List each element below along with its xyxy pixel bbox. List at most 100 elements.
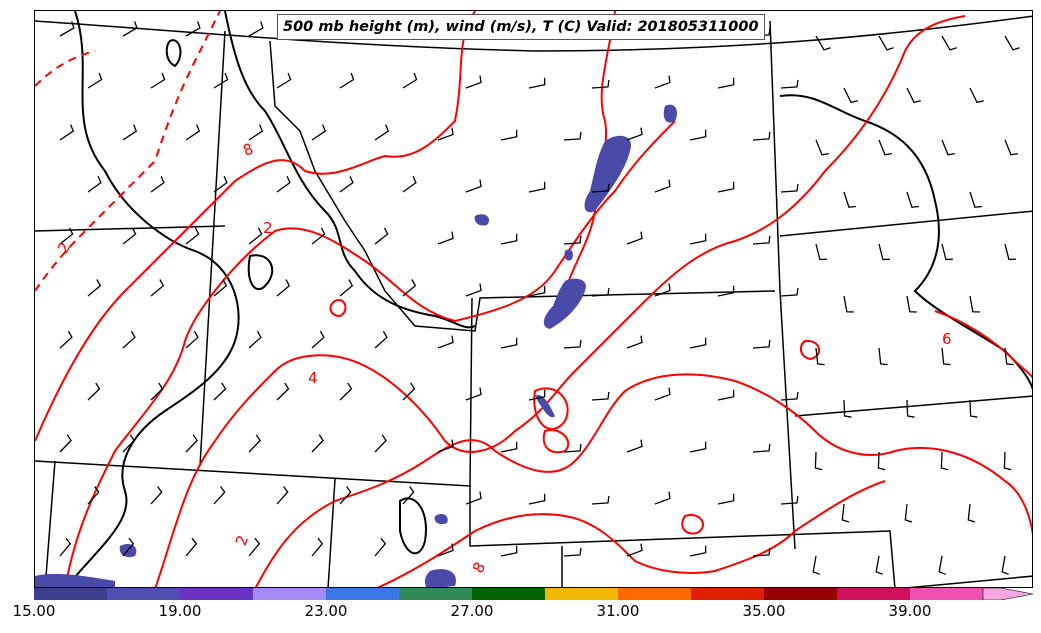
- wind-barb: [59, 434, 72, 453]
- wind-barb: [276, 486, 289, 505]
- wind-barb: [311, 227, 326, 245]
- colorbar: [34, 588, 1034, 600]
- border-vertical-2: [269, 40, 776, 332]
- wind-barb: [875, 555, 883, 575]
- wind-barb: [689, 441, 707, 453]
- wind-barb: [591, 287, 610, 297]
- wind-barb: [938, 555, 946, 575]
- wind-barb: [339, 72, 355, 89]
- wind-barb: [122, 227, 137, 245]
- wind-barb: [59, 124, 75, 141]
- wind-barb: [969, 399, 978, 418]
- wind-barb: [465, 179, 482, 193]
- wind-barb: [626, 127, 643, 141]
- colorbar-cell: [618, 588, 691, 600]
- wind-barb: [906, 295, 917, 313]
- precip-blob-5: [535, 395, 555, 418]
- wind-barb: [122, 330, 136, 349]
- wind-barb: [276, 382, 290, 401]
- height-contours: [65, 11, 1032, 587]
- height-contour-north: [224, 11, 476, 329]
- contour-label-6: 2: [232, 533, 252, 548]
- contour-label-2: 2: [263, 219, 273, 237]
- colorbar-tick-label: 23.00: [304, 602, 348, 620]
- contour-label-7: 8: [241, 140, 256, 160]
- wind-barb: [248, 330, 262, 349]
- temp-contour-4: [254, 373, 1032, 587]
- colorbar-tick-label: 15.00: [12, 602, 56, 620]
- map-canvas: 2 2 4 6 8 2 8: [35, 11, 1032, 587]
- colorbar-extend-arrow: [982, 588, 1034, 600]
- wind-barb: [717, 285, 735, 297]
- wind-barb: [780, 495, 799, 505]
- wind-barb: [941, 243, 953, 261]
- wind-barb: [465, 491, 482, 505]
- wind-barb: [528, 181, 546, 193]
- wind-barb: [563, 547, 582, 557]
- wind-barb: [437, 543, 454, 557]
- precip-blob-7: [434, 513, 448, 525]
- wind-barb: [437, 335, 454, 349]
- wind-barb: [528, 493, 546, 505]
- temp-contour-loop-5: [799, 339, 820, 361]
- wind-barb: [311, 330, 325, 349]
- wind-barb: [591, 183, 610, 193]
- wind-barb: [1003, 451, 1012, 471]
- wind-barb: [122, 434, 135, 453]
- wind-barb: [843, 87, 858, 104]
- wind-barb: [877, 451, 886, 471]
- border-canada: [35, 15, 1032, 52]
- wind-barb: [374, 124, 390, 141]
- wind-barb: [500, 337, 518, 349]
- height-contour-small-2: [165, 39, 182, 68]
- wind-barb: [213, 382, 227, 401]
- wind-barb: [941, 347, 951, 366]
- wind-barb: [213, 72, 229, 89]
- wind-barb: [717, 181, 735, 193]
- wind-barb: [843, 399, 852, 418]
- wind-barb: [311, 537, 324, 557]
- wind-barb: [248, 21, 264, 37]
- wind-barb: [528, 285, 546, 297]
- wind-barb: [500, 129, 518, 141]
- wind-barb: [563, 131, 582, 141]
- wind-barb: [185, 21, 201, 37]
- wind-barb: [276, 175, 291, 193]
- height-contour-east: [779, 94, 1032, 391]
- colorbar-cell: [910, 588, 983, 600]
- wind-barb: [311, 434, 324, 453]
- wind-barb: [248, 434, 261, 453]
- wind-barb: [59, 537, 72, 557]
- colorbar-tick-label: 31.00: [596, 602, 640, 620]
- wind-barb: [654, 179, 671, 193]
- wind-barb: [654, 491, 671, 505]
- temp-contour-loop-4: [329, 299, 347, 318]
- wind-barb: [563, 235, 582, 245]
- colorbar-cell: [764, 588, 837, 600]
- wind-barb: [248, 227, 263, 245]
- colorbar-cell: [472, 588, 545, 600]
- precip-blob-1: [584, 135, 631, 213]
- wind-barb: [780, 79, 799, 89]
- precip-blob-10: [474, 214, 490, 226]
- wind-barb: [528, 389, 546, 401]
- wind-barb: [626, 231, 643, 245]
- wind-barb: [780, 183, 799, 193]
- wind-barb: [437, 127, 454, 141]
- wind-barb: [1004, 35, 1020, 51]
- wind-barb: [311, 124, 327, 141]
- wind-barb: [1001, 555, 1009, 575]
- wind-barb: [374, 434, 387, 453]
- wind-barb: [59, 330, 73, 349]
- colorbar-tick-label: 39.00: [888, 602, 932, 620]
- height-contour-west: [65, 11, 240, 587]
- wind-barb: [374, 537, 387, 557]
- wind-barb: [1004, 347, 1014, 366]
- wind-barb: [812, 555, 820, 575]
- wind-barb: [122, 21, 138, 37]
- wind-barb: [906, 87, 921, 104]
- wind-barb: [87, 382, 101, 401]
- map-panel: 2 2 4 6 8 2 8: [34, 10, 1033, 588]
- wind-barb: [843, 295, 854, 313]
- temp-contour-2: [64, 120, 676, 587]
